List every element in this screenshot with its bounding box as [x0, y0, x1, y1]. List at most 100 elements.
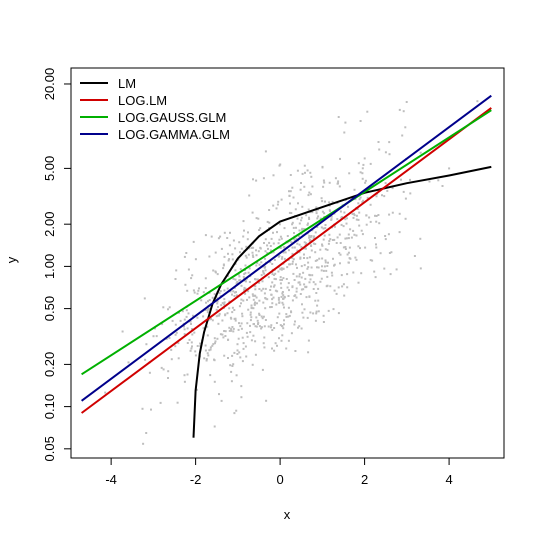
data-point	[259, 247, 262, 250]
series-line-log-lm	[81, 107, 492, 414]
data-point	[239, 268, 242, 271]
data-point	[264, 269, 267, 272]
data-point	[359, 196, 362, 199]
data-point	[161, 323, 164, 326]
data-point	[340, 274, 343, 277]
data-point	[162, 306, 165, 309]
data-point	[316, 217, 319, 220]
data-point	[322, 269, 325, 272]
data-point	[238, 305, 241, 308]
data-point	[273, 258, 276, 261]
data-point	[343, 294, 346, 297]
data-point	[229, 231, 231, 234]
data-point	[294, 294, 297, 297]
data-point	[332, 257, 334, 260]
data-point	[170, 348, 173, 351]
data-point	[231, 253, 234, 256]
data-point	[241, 336, 244, 339]
data-point	[233, 295, 236, 297]
data-point	[278, 337, 280, 340]
data-point	[223, 330, 226, 332]
data-point	[272, 251, 275, 254]
data-point	[308, 191, 311, 194]
data-point	[249, 311, 252, 314]
data-point	[210, 318, 212, 320]
data-point	[330, 271, 333, 274]
data-point	[222, 267, 225, 270]
data-point	[346, 286, 349, 289]
data-point	[282, 303, 285, 306]
data-point	[150, 408, 152, 411]
data-point	[339, 242, 342, 244]
data-point	[333, 238, 336, 241]
data-point	[321, 244, 324, 247]
data-point	[409, 178, 411, 181]
data-point	[247, 231, 249, 234]
data-point	[222, 264, 225, 267]
data-point	[277, 296, 280, 299]
data-point	[238, 351, 241, 354]
data-point	[320, 277, 323, 280]
data-point	[327, 261, 329, 264]
data-point	[291, 246, 294, 249]
data-point	[233, 351, 236, 354]
data-point	[384, 182, 387, 185]
data-point	[271, 273, 274, 276]
data-point	[381, 194, 383, 197]
data-point	[327, 242, 330, 245]
data-point	[299, 188, 302, 191]
data-point	[190, 323, 192, 325]
data-point	[271, 298, 274, 301]
data-point	[273, 327, 276, 329]
data-point	[322, 227, 325, 230]
data-point	[244, 272, 247, 275]
data-point	[256, 302, 258, 305]
data-point	[347, 237, 350, 240]
data-point	[321, 210, 324, 213]
data-point	[419, 267, 422, 270]
data-point	[177, 357, 180, 360]
data-point	[263, 272, 266, 275]
data-point	[356, 208, 359, 210]
data-point	[272, 204, 275, 207]
data-point	[281, 256, 284, 259]
data-point	[271, 329, 274, 331]
data-point	[324, 227, 327, 230]
data-point	[229, 364, 232, 367]
data-point	[223, 303, 226, 306]
data-point	[369, 203, 372, 206]
data-point	[309, 193, 312, 196]
data-point	[267, 276, 270, 279]
data-point	[242, 220, 245, 223]
data-point	[231, 354, 234, 357]
data-point	[383, 267, 386, 270]
data-point	[230, 380, 233, 383]
data-point	[347, 233, 350, 236]
data-point	[238, 279, 241, 282]
data-point	[306, 267, 309, 270]
data-point	[251, 211, 254, 214]
data-point	[336, 182, 339, 185]
data-point	[247, 253, 250, 256]
data-point	[311, 211, 314, 214]
data-point	[374, 237, 376, 239]
data-point	[378, 148, 381, 151]
data-point	[354, 198, 357, 201]
data-point	[296, 266, 298, 269]
data-point	[308, 218, 311, 220]
data-point	[191, 274, 194, 277]
data-point	[361, 167, 364, 170]
data-point	[265, 399, 268, 402]
data-point	[299, 256, 302, 259]
data-point	[264, 287, 267, 290]
data-point	[292, 258, 295, 261]
data-point	[388, 252, 391, 254]
data-point	[260, 326, 263, 329]
data-point	[281, 301, 284, 304]
data-point	[298, 222, 301, 225]
data-point	[236, 353, 239, 355]
data-point	[301, 228, 304, 231]
data-point	[315, 212, 318, 215]
data-point	[308, 238, 311, 241]
data-point	[175, 331, 178, 334]
